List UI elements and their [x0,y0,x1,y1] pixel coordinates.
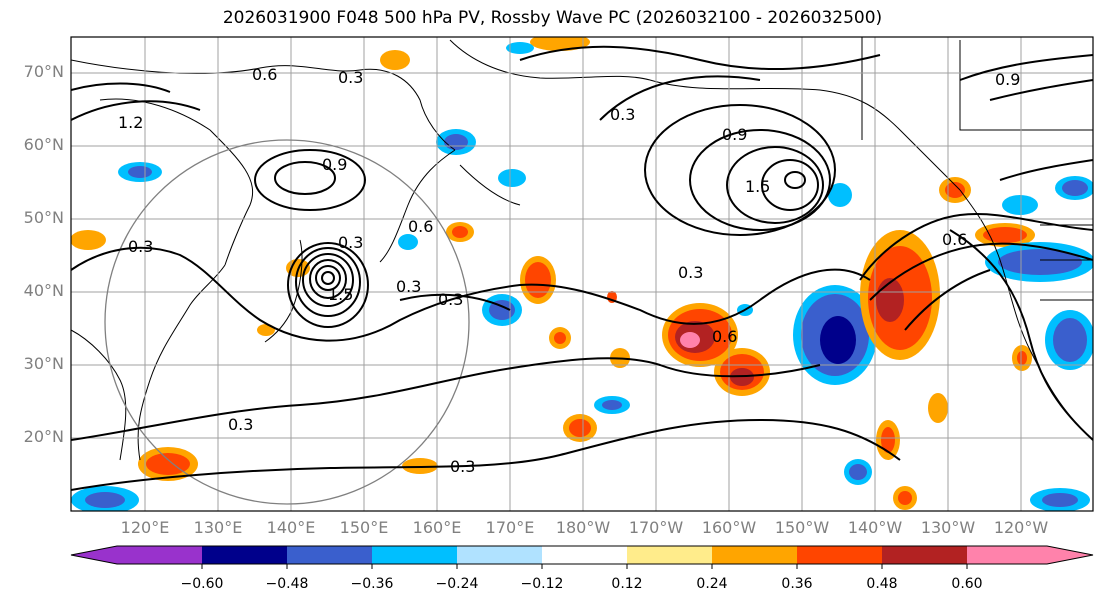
lon-label: 130°W [920,518,976,537]
lon-label: 140°E [266,518,316,537]
lon-label: 150°W [774,518,830,537]
pv-shading [71,37,1093,511]
contour-label: 0.3 [228,415,253,434]
contour-label: 0.3 [338,233,363,252]
negative-anomaly-east-pacific [793,285,877,385]
colorbar-extend-min [71,546,117,564]
contour-label: 0.3 [128,237,153,256]
contour-label: 0.3 [396,277,421,296]
contour-label: 0.9 [995,70,1020,89]
lon-label: 160°W [701,518,757,537]
lon-label: 150°E [339,518,389,537]
lat-label-40n: 40°N [23,281,64,300]
map-frame [70,36,1094,512]
colorbar-tick-label: −0.36 [350,576,394,592]
colorbar-tick-label: −0.60 [180,576,224,592]
lon-label: 130°E [193,518,243,537]
contour-label: 0.3 [678,263,703,282]
lon-label: 160°E [412,518,462,537]
figure-title: 2026031900 F048 500 hPa PV, Rossby Wave … [222,8,883,28]
lat-label-60n: 60°N [23,135,64,154]
contour-label: 0.3 [610,105,635,124]
pv-contours [71,45,1093,491]
contour-label: 1.5 [328,285,353,304]
contour-label: 0.6 [408,217,433,236]
contour-label: 0.9 [722,125,747,144]
colorbar-tick-label: 0.24 [696,576,728,592]
colorbar-tick-label: −0.12 [520,576,564,592]
colorbar-tick-label: 0.36 [781,576,813,592]
lat-label-50n: 50°N [23,208,64,227]
positive-anomaly-gulf [860,230,940,360]
contour-label: 1.2 [118,113,143,132]
graticule [71,37,1093,511]
contour-label: 0.3 [338,68,363,87]
lat-label-20n: 20°N [23,427,64,446]
colorbar-tick-label: 0.48 [866,576,898,592]
lon-label: 120°E [120,518,170,537]
colorbar [70,545,1094,569]
contour-label: 0.6 [712,327,737,346]
lon-label: 120°W [993,518,1049,537]
contour-label: 0.9 [322,155,347,174]
wave-packet-circle [104,139,470,505]
lat-label-30n: 30°N [23,354,64,373]
lat-label-70n: 70°N [23,62,64,81]
contour-label: 0.3 [438,290,463,309]
contour-label: 0.3 [450,457,475,476]
contour-label: 1.5 [745,177,770,196]
lon-label: 170°W [628,518,684,537]
lon-label: 180°W [555,518,611,537]
contour-labels: 0.3 0.3 0.3 0.3 0.3 0.3 0.3 0.3 0.3 0.6 … [118,65,1020,476]
lon-label: 170°E [485,518,535,537]
lon-label: 140°W [847,518,903,537]
colorbar-tick-label: −0.48 [265,576,309,592]
colorbar-extend-max [1047,546,1093,564]
colorbar-tick-label: 0.60 [951,576,983,592]
small-anomalies [71,37,1093,511]
contour-label: 0.6 [942,230,967,249]
colorbar-tick-label: −0.24 [435,576,479,592]
colorbar-tick-label: 0.12 [611,576,643,592]
positive-anomaly-central [662,303,770,396]
contour-label: 0.6 [252,65,277,84]
